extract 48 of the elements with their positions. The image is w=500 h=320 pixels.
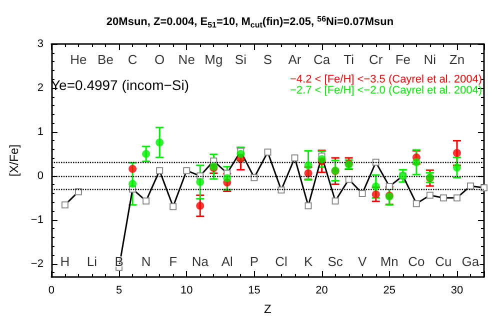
annotation: Zn xyxy=(449,52,465,67)
x-tick-label: 20 xyxy=(316,284,328,296)
text: −4.2 < [Fe/H] <−3.5 (Cayrel et al. 2004) xyxy=(290,74,482,86)
annotation: Si xyxy=(234,52,247,67)
annotation: Cr xyxy=(369,52,384,67)
x-tick-label: 30 xyxy=(450,284,464,296)
annotation: Ti xyxy=(344,52,354,67)
annotation: Mn xyxy=(380,254,398,270)
y-axis-title: [X/Fe] xyxy=(7,144,21,177)
annotation: Ga xyxy=(462,254,480,270)
annotation: He xyxy=(70,52,87,67)
annotation: Ni xyxy=(424,52,436,67)
annotation: Ar xyxy=(288,52,302,67)
text: −2.7 < [Fe/H] <−2.0 (Cayrel et al. 2004) xyxy=(290,84,482,96)
annotation: N xyxy=(141,254,151,270)
annotation: V xyxy=(358,254,368,270)
annotation: Na xyxy=(192,254,210,270)
y-tick-label: −1 xyxy=(30,214,44,226)
x-tick-label: 15 xyxy=(248,284,260,296)
y-tick-label: −2 xyxy=(30,258,44,270)
annotation: Be xyxy=(98,52,114,67)
annotation: Cu xyxy=(435,254,452,270)
annotation: K xyxy=(304,254,313,270)
x-tick-label: 0 xyxy=(48,284,55,296)
y-tick-label: 0 xyxy=(37,170,44,182)
annotation: O xyxy=(154,52,165,67)
annotation: Fe xyxy=(395,52,410,67)
annotation: Sc xyxy=(328,254,344,270)
annotation: C xyxy=(128,52,138,67)
annotation: Ye=0.4997 (incom−Si) xyxy=(51,77,190,93)
annotation: Mg xyxy=(204,52,223,67)
x-tick-label: 25 xyxy=(383,284,396,296)
y-tick-label: 2 xyxy=(37,82,44,94)
x-tick-label: 10 xyxy=(180,284,193,296)
annotation: F xyxy=(169,254,178,270)
x-axis-title: Z xyxy=(264,302,272,316)
annotation: P xyxy=(250,254,259,270)
annotation: Li xyxy=(86,254,98,270)
annotation: Ca xyxy=(313,52,331,67)
annotation: Cl xyxy=(275,254,288,270)
annotation: Ne xyxy=(178,52,195,67)
x-tick-label: 5 xyxy=(116,284,122,296)
annotation: S xyxy=(263,52,272,67)
y-tick-label: 1 xyxy=(37,126,44,138)
annotation: Al xyxy=(221,254,234,270)
y-tick-label: 3 xyxy=(37,38,44,50)
annotation: H xyxy=(60,254,70,270)
annotation: Co xyxy=(408,254,425,270)
